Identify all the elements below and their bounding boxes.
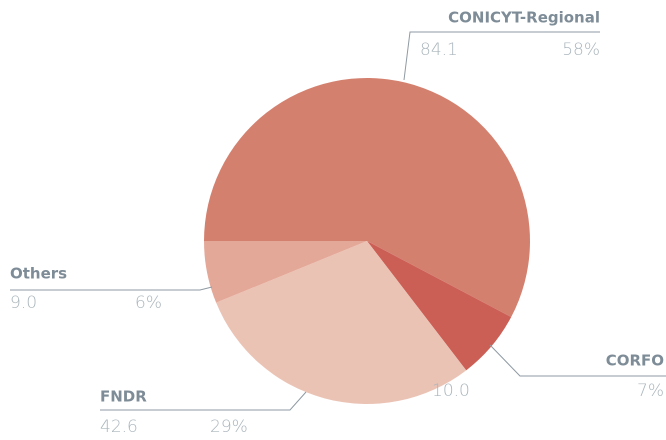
pie-slice (367, 241, 512, 371)
pie-slice (204, 77, 531, 318)
slice-percent: 6% (135, 293, 162, 313)
slice-value: 9.0 (10, 293, 37, 313)
pie-slice (216, 241, 467, 404)
leader-line (403, 31, 600, 81)
slice-value: 84.1 (420, 40, 458, 60)
slice-name: CONICYT-Regional (448, 9, 600, 27)
slice-percent: 58% (562, 40, 600, 60)
leader-line (100, 391, 307, 411)
leader-line (489, 344, 666, 377)
leader-line (10, 286, 213, 291)
slice-name: CORFO (606, 352, 664, 370)
slice-percent: 29% (210, 417, 248, 437)
pie-slice (204, 241, 367, 303)
slice-value: 42.6 (100, 417, 138, 437)
slice-name: FNDR (100, 388, 147, 406)
slice-percent: 7% (637, 381, 664, 401)
slice-name: Others (10, 265, 67, 283)
slice-value: 10.0 (432, 381, 470, 401)
